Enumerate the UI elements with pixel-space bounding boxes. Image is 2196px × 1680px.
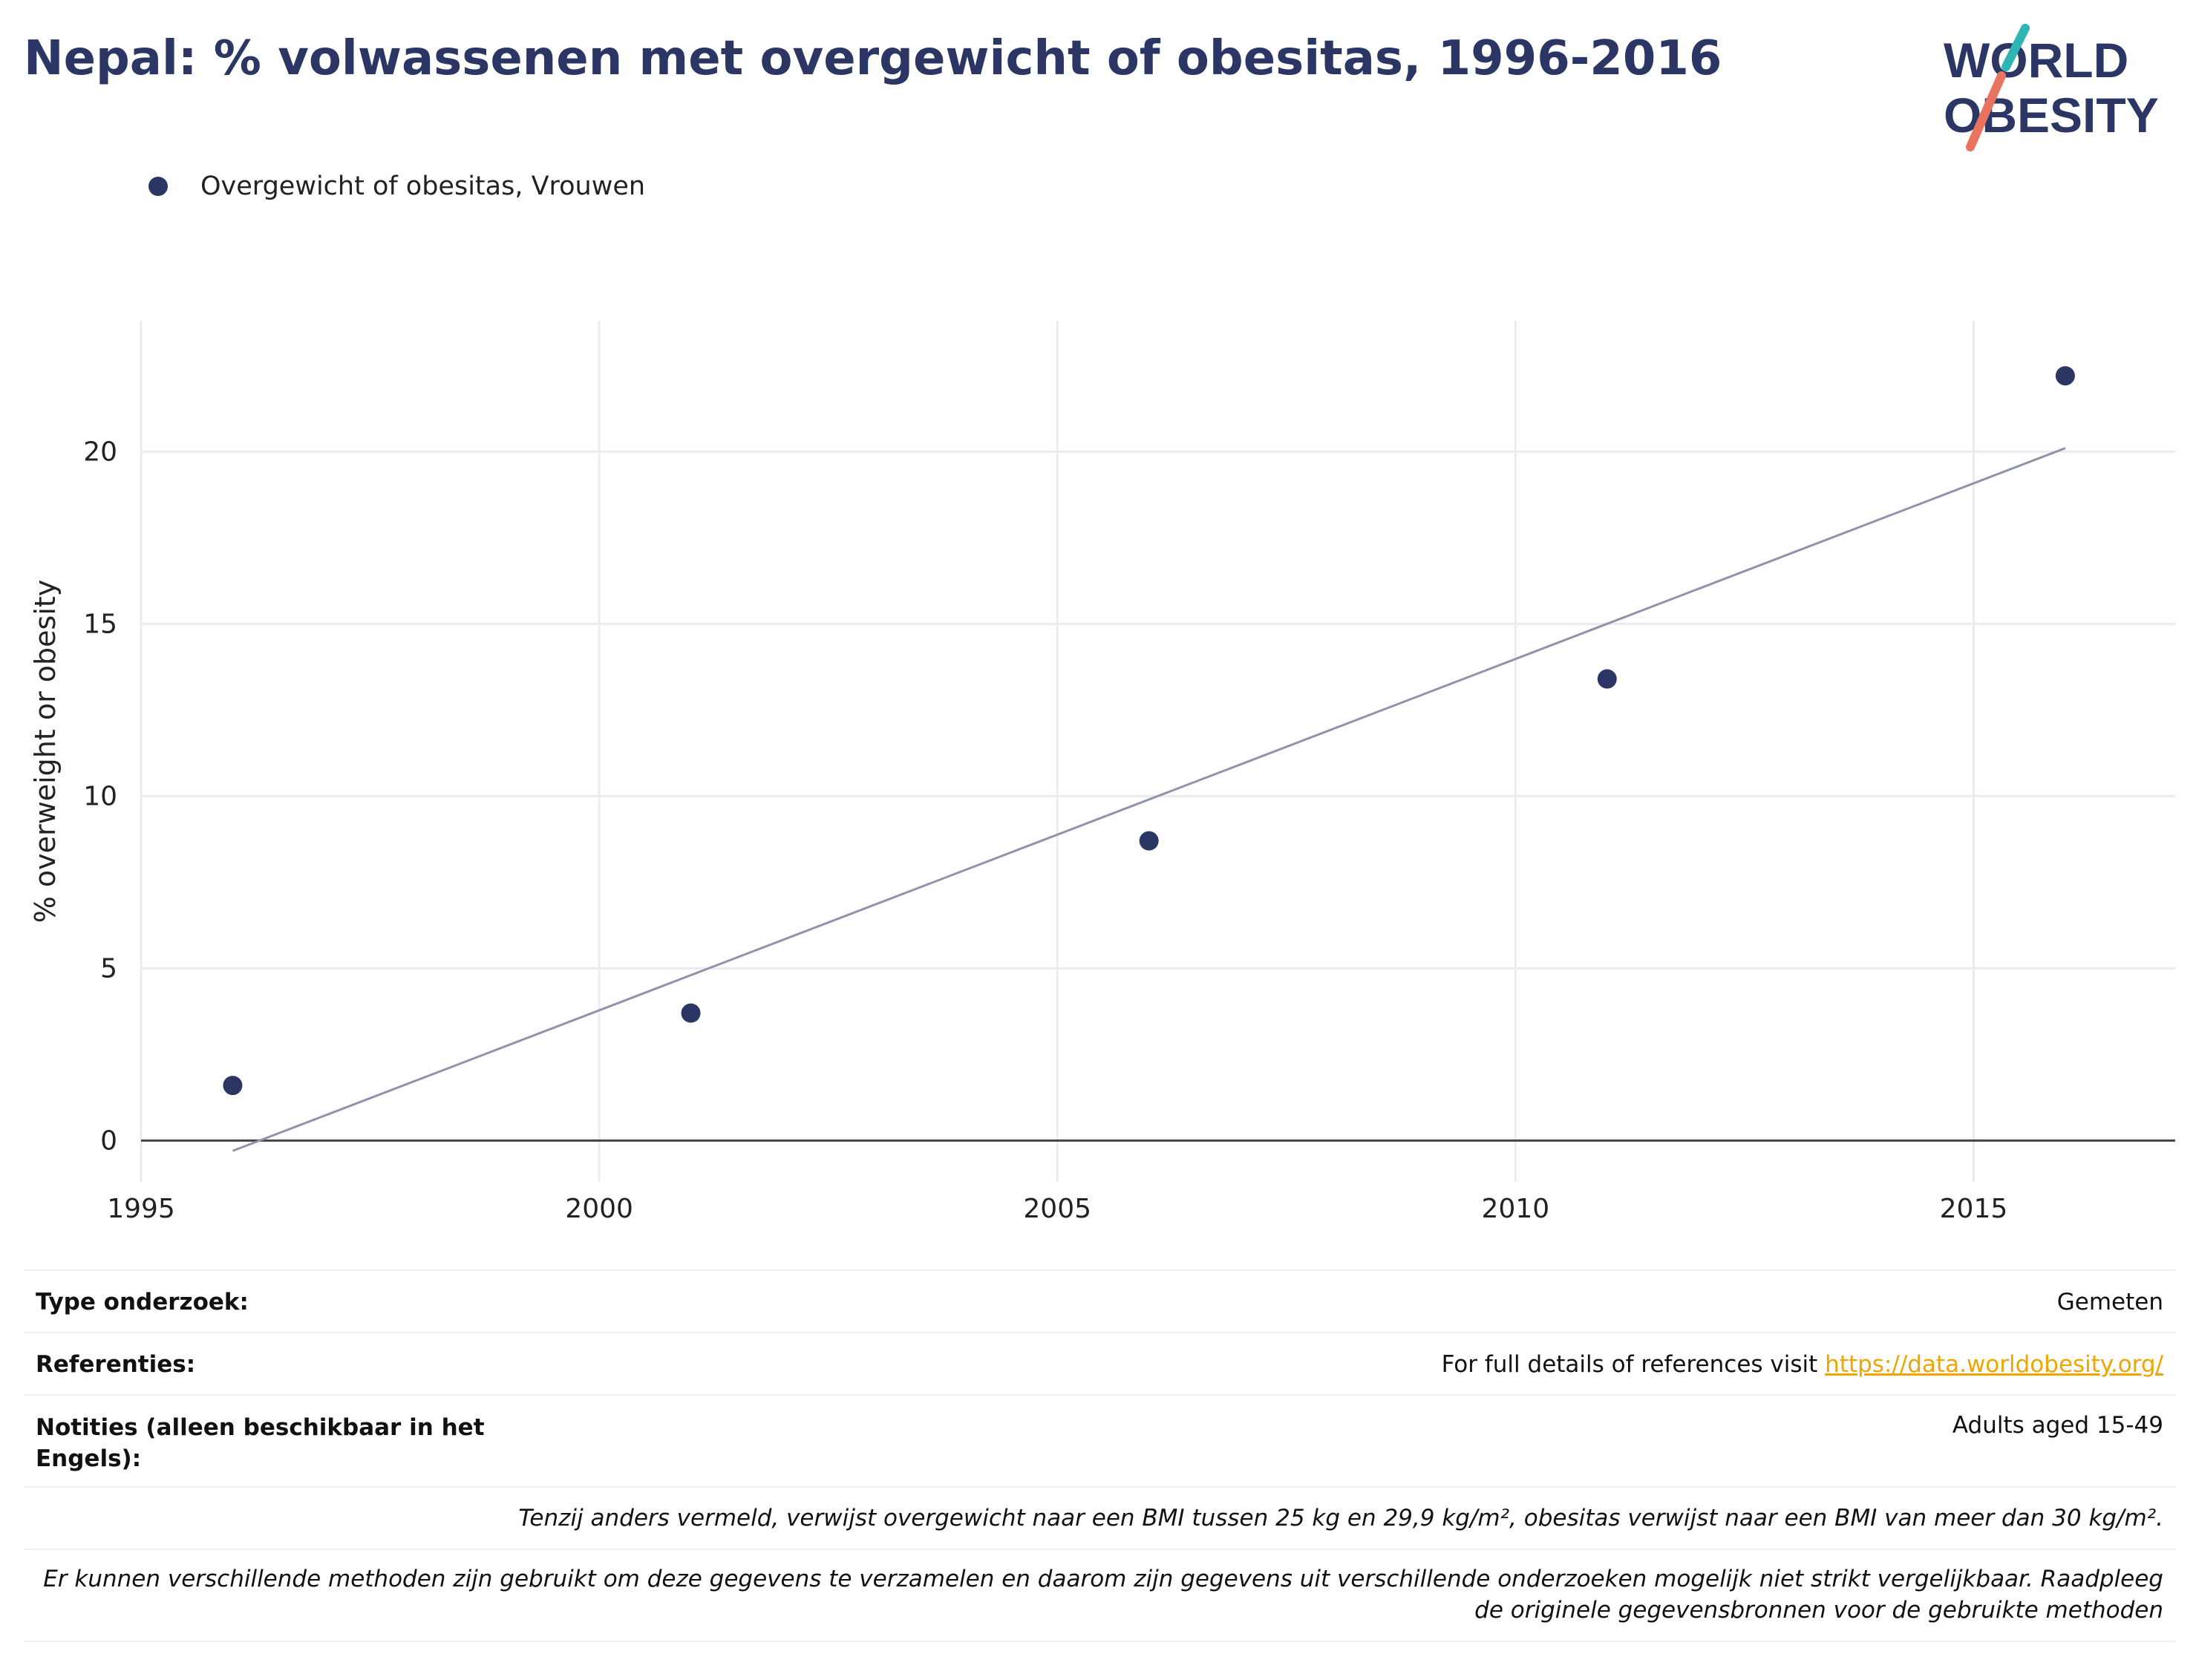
info-row-notes: Notities (alleen beschikbaar in het Engel… bbox=[24, 1394, 2175, 1486]
x-tick-label: 2005 bbox=[1023, 1194, 1091, 1224]
x-tick-label: 2010 bbox=[1482, 1194, 1550, 1224]
y-tick-label: 5 bbox=[100, 953, 117, 984]
logo-word-world: WORLD bbox=[1944, 33, 2128, 88]
references-value: For full details of references visit htt… bbox=[1442, 1351, 2163, 1378]
type-label: Type onderzoek: bbox=[36, 1289, 249, 1315]
notes-label: Notities (alleen beschikbaar in het Engel… bbox=[36, 1412, 485, 1474]
data-point bbox=[223, 1076, 243, 1096]
data-point bbox=[681, 1003, 701, 1023]
y-tick-label: 20 bbox=[83, 437, 117, 467]
method-note-line2: de originele gegevensbronnen voor de geb… bbox=[1474, 1597, 2163, 1624]
y-tick-label: 15 bbox=[83, 609, 117, 639]
type-value: Gemeten bbox=[2056, 1289, 2163, 1315]
info-row-type: Type onderzoek: Gemeten bbox=[24, 1269, 2175, 1332]
world-obesity-logo: WORLD OBESITY bbox=[1944, 24, 2159, 151]
data-point bbox=[1597, 669, 1617, 689]
references-label: Referenties: bbox=[36, 1351, 196, 1378]
notes-value: Adults aged 15-49 bbox=[1952, 1412, 2163, 1439]
legend-marker bbox=[148, 177, 168, 196]
notes-label-line2: Engels): bbox=[36, 1445, 142, 1472]
legend-label: Overgewicht of obesitas, Vrouwen bbox=[200, 171, 646, 201]
x-tick-label: 2000 bbox=[565, 1194, 633, 1224]
method-note: Er kunnen verschillende methoden zijn ge… bbox=[40, 1563, 2163, 1626]
references-link[interactable]: https://data.worldobesity.org/ bbox=[1825, 1351, 2163, 1378]
x-tick-label: 2015 bbox=[1940, 1194, 2008, 1224]
data-point bbox=[2055, 366, 2075, 386]
y-tick-label: 10 bbox=[83, 781, 117, 811]
info-row-bmi-note: Tenzij anders vermeld, verwijst overgewi… bbox=[24, 1486, 2175, 1549]
info-row-references: Referenties: For full details of referen… bbox=[24, 1332, 2175, 1394]
notes-label-line1: Notities (alleen beschikbaar in het bbox=[36, 1414, 485, 1441]
logo-teal-slash bbox=[2001, 24, 2030, 71]
chart-legend[interactable]: Overgewicht of obesitas, Vrouwen bbox=[148, 168, 645, 205]
logo-coral-slash bbox=[1966, 71, 2006, 151]
method-note-line1: Er kunnen verschillende methoden zijn ge… bbox=[43, 1566, 2163, 1592]
y-axis-label: % overweight or obesity bbox=[29, 580, 62, 924]
bmi-note: Tenzij anders vermeld, verwijst overgewi… bbox=[518, 1505, 2163, 1532]
info-row-method-note: Er kunnen verschillende methoden zijn ge… bbox=[24, 1549, 2175, 1642]
scatter-chart: 1995 2000 2005 2010 2015 0 5 10 15 20 % overweight… bbox=[29, 321, 2175, 1224]
page-title: Nepal: % volwassenen met overgewicht of … bbox=[24, 31, 1722, 86]
data-point bbox=[1139, 831, 1159, 851]
x-tick-label: 1995 bbox=[107, 1194, 175, 1224]
references-text: For full details of references visit bbox=[1441, 1351, 1826, 1378]
trend-line bbox=[232, 447, 2066, 1152]
y-tick-label: 0 bbox=[100, 1125, 117, 1156]
